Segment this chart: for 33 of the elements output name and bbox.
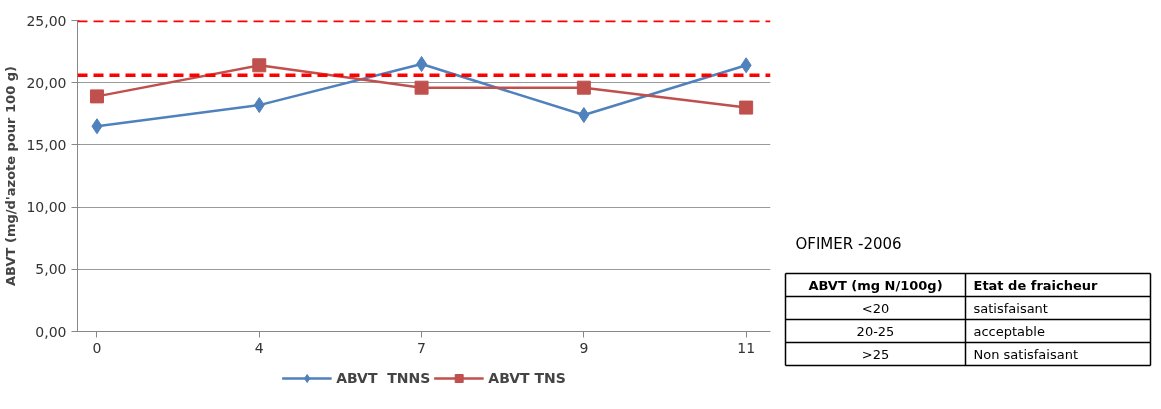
text: Etat de fraicheur [973,277,1099,293]
text: <20 [861,300,890,316]
text: ABVT (mg N/100g) [808,277,943,293]
text: satisfaisant [973,300,1048,316]
x-tick-label: 11 [737,339,756,356]
y-tick-label: 0,00 [35,323,67,340]
y-tick-label: 25,00 [26,12,67,29]
point [416,56,428,73]
legend-label: ABVT TNS [488,369,566,386]
point [739,100,754,115]
y-axis-title: ABVT (mg/d'azote pour 100 g) [3,66,19,286]
text: OFIMER -2006 [795,234,902,253]
point [578,107,590,124]
point [89,89,104,104]
x-tick-label: 0 [92,339,102,356]
x-tick-label: 4 [254,339,264,356]
point [91,118,103,135]
y-tick-label: 15,00 [26,136,67,153]
point [740,57,752,74]
text: 20-25 [856,323,895,339]
y-tick-label: 20,00 [26,74,67,91]
text: >25 [861,346,890,362]
point [576,80,591,95]
text: acceptable [973,323,1045,339]
point [252,58,267,73]
x-tick-label: 7 [417,339,427,356]
x-tick-label: 9 [579,339,589,356]
legend-label: ABVT TNNS [336,369,431,386]
text: Non satisfaisant [973,346,1079,362]
point [253,97,265,114]
point [414,80,429,95]
y-tick-label: 10,00 [26,199,67,216]
y-tick-label: 5,00 [35,261,67,278]
